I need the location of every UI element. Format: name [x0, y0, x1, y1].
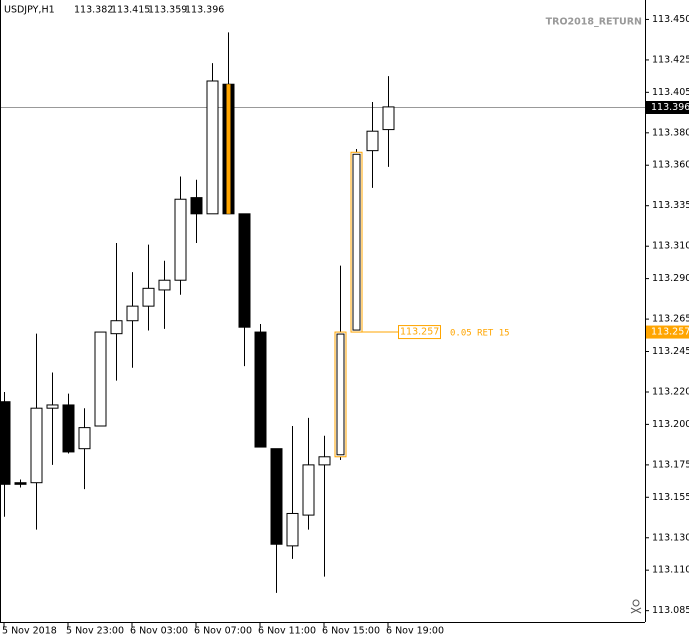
y-tick-label: 113.450 [652, 14, 689, 25]
y-tick-label: 113.425 [652, 54, 689, 65]
candle-body [302, 464, 315, 516]
y-tick-label: 113.290 [652, 273, 689, 284]
y-tick-label: 113.265 [652, 314, 689, 325]
skull-icon [630, 599, 642, 614]
x-tick-label: 5 Nov 2018 [2, 626, 57, 637]
candle-body [174, 198, 187, 281]
candle-body [254, 331, 267, 448]
candle-body [62, 404, 75, 453]
candle-body [350, 151, 363, 333]
level-text: 0.05 RET 15 [450, 329, 510, 339]
y-tick-label: 113.220 [652, 386, 689, 397]
x-tick-label: 6 Nov 07:00 [194, 626, 252, 637]
candle-body [126, 305, 139, 322]
candle-body [366, 130, 379, 152]
y-tick-label: 113.380 [652, 127, 689, 138]
candle-body [110, 320, 123, 335]
y-tick-label: 113.310 [652, 241, 689, 252]
candle-body [238, 213, 251, 328]
candle-body [286, 512, 299, 547]
price-box-label: 113.396 [651, 102, 689, 113]
level-axis-box [646, 325, 689, 339]
plot-area [0, 32, 645, 593]
level-box [398, 325, 441, 340]
y-tick-label: 113.130 [652, 532, 689, 543]
y-tick-label: 113.335 [652, 200, 689, 211]
candle-body [142, 287, 155, 307]
candle-body [382, 106, 395, 131]
candle-body [270, 448, 283, 545]
x-tick-label: 6 Nov 03:00 [130, 626, 188, 637]
candle-body [14, 482, 27, 485]
ohlc-low: 113.359 [148, 5, 187, 16]
candle-body [190, 197, 203, 215]
indicator-name: TRO2018_RETURN [546, 17, 642, 28]
candle-highlight [336, 333, 345, 456]
ohlc-close: 113.396 [185, 5, 224, 16]
candle-body [78, 427, 91, 450]
y-tick-label: 113.245 [652, 346, 689, 357]
candle-body [206, 80, 219, 215]
candle-highlight [352, 153, 361, 331]
y-tick-label: 113.110 [652, 565, 689, 576]
level-label: 113.257 [400, 327, 439, 338]
y-tick-label: 113.360 [652, 160, 689, 171]
candle-body [94, 331, 107, 427]
x-tick-label: 6 Nov 15:00 [322, 626, 380, 637]
candle-body [46, 404, 59, 409]
y-tick-label: 113.200 [652, 419, 689, 430]
y-tick-label: 113.175 [652, 459, 689, 470]
x-tick-label: 6 Nov 19:00 [386, 626, 444, 637]
ohlc-high: 113.415 [111, 5, 150, 16]
candle-body [334, 331, 347, 458]
ohlc-open: 113.382 [74, 5, 113, 16]
candle-body [158, 279, 171, 291]
level-axis-label: 113.257 [651, 327, 689, 338]
y-tick-label: 113.405 [652, 87, 689, 98]
candle-body [318, 456, 331, 466]
x-tick-label: 5 Nov 23:00 [66, 626, 124, 637]
x-tick-label: 6 Nov 11:00 [258, 626, 316, 637]
price-box [646, 101, 689, 114]
candle-body [30, 407, 43, 484]
candle-highlight [226, 84, 231, 214]
candle-body [0, 401, 11, 485]
symbol: USDJPY,H1 [4, 5, 55, 16]
y-tick-label: 113.085 [652, 605, 689, 616]
y-tick-label: 113.155 [652, 492, 689, 503]
